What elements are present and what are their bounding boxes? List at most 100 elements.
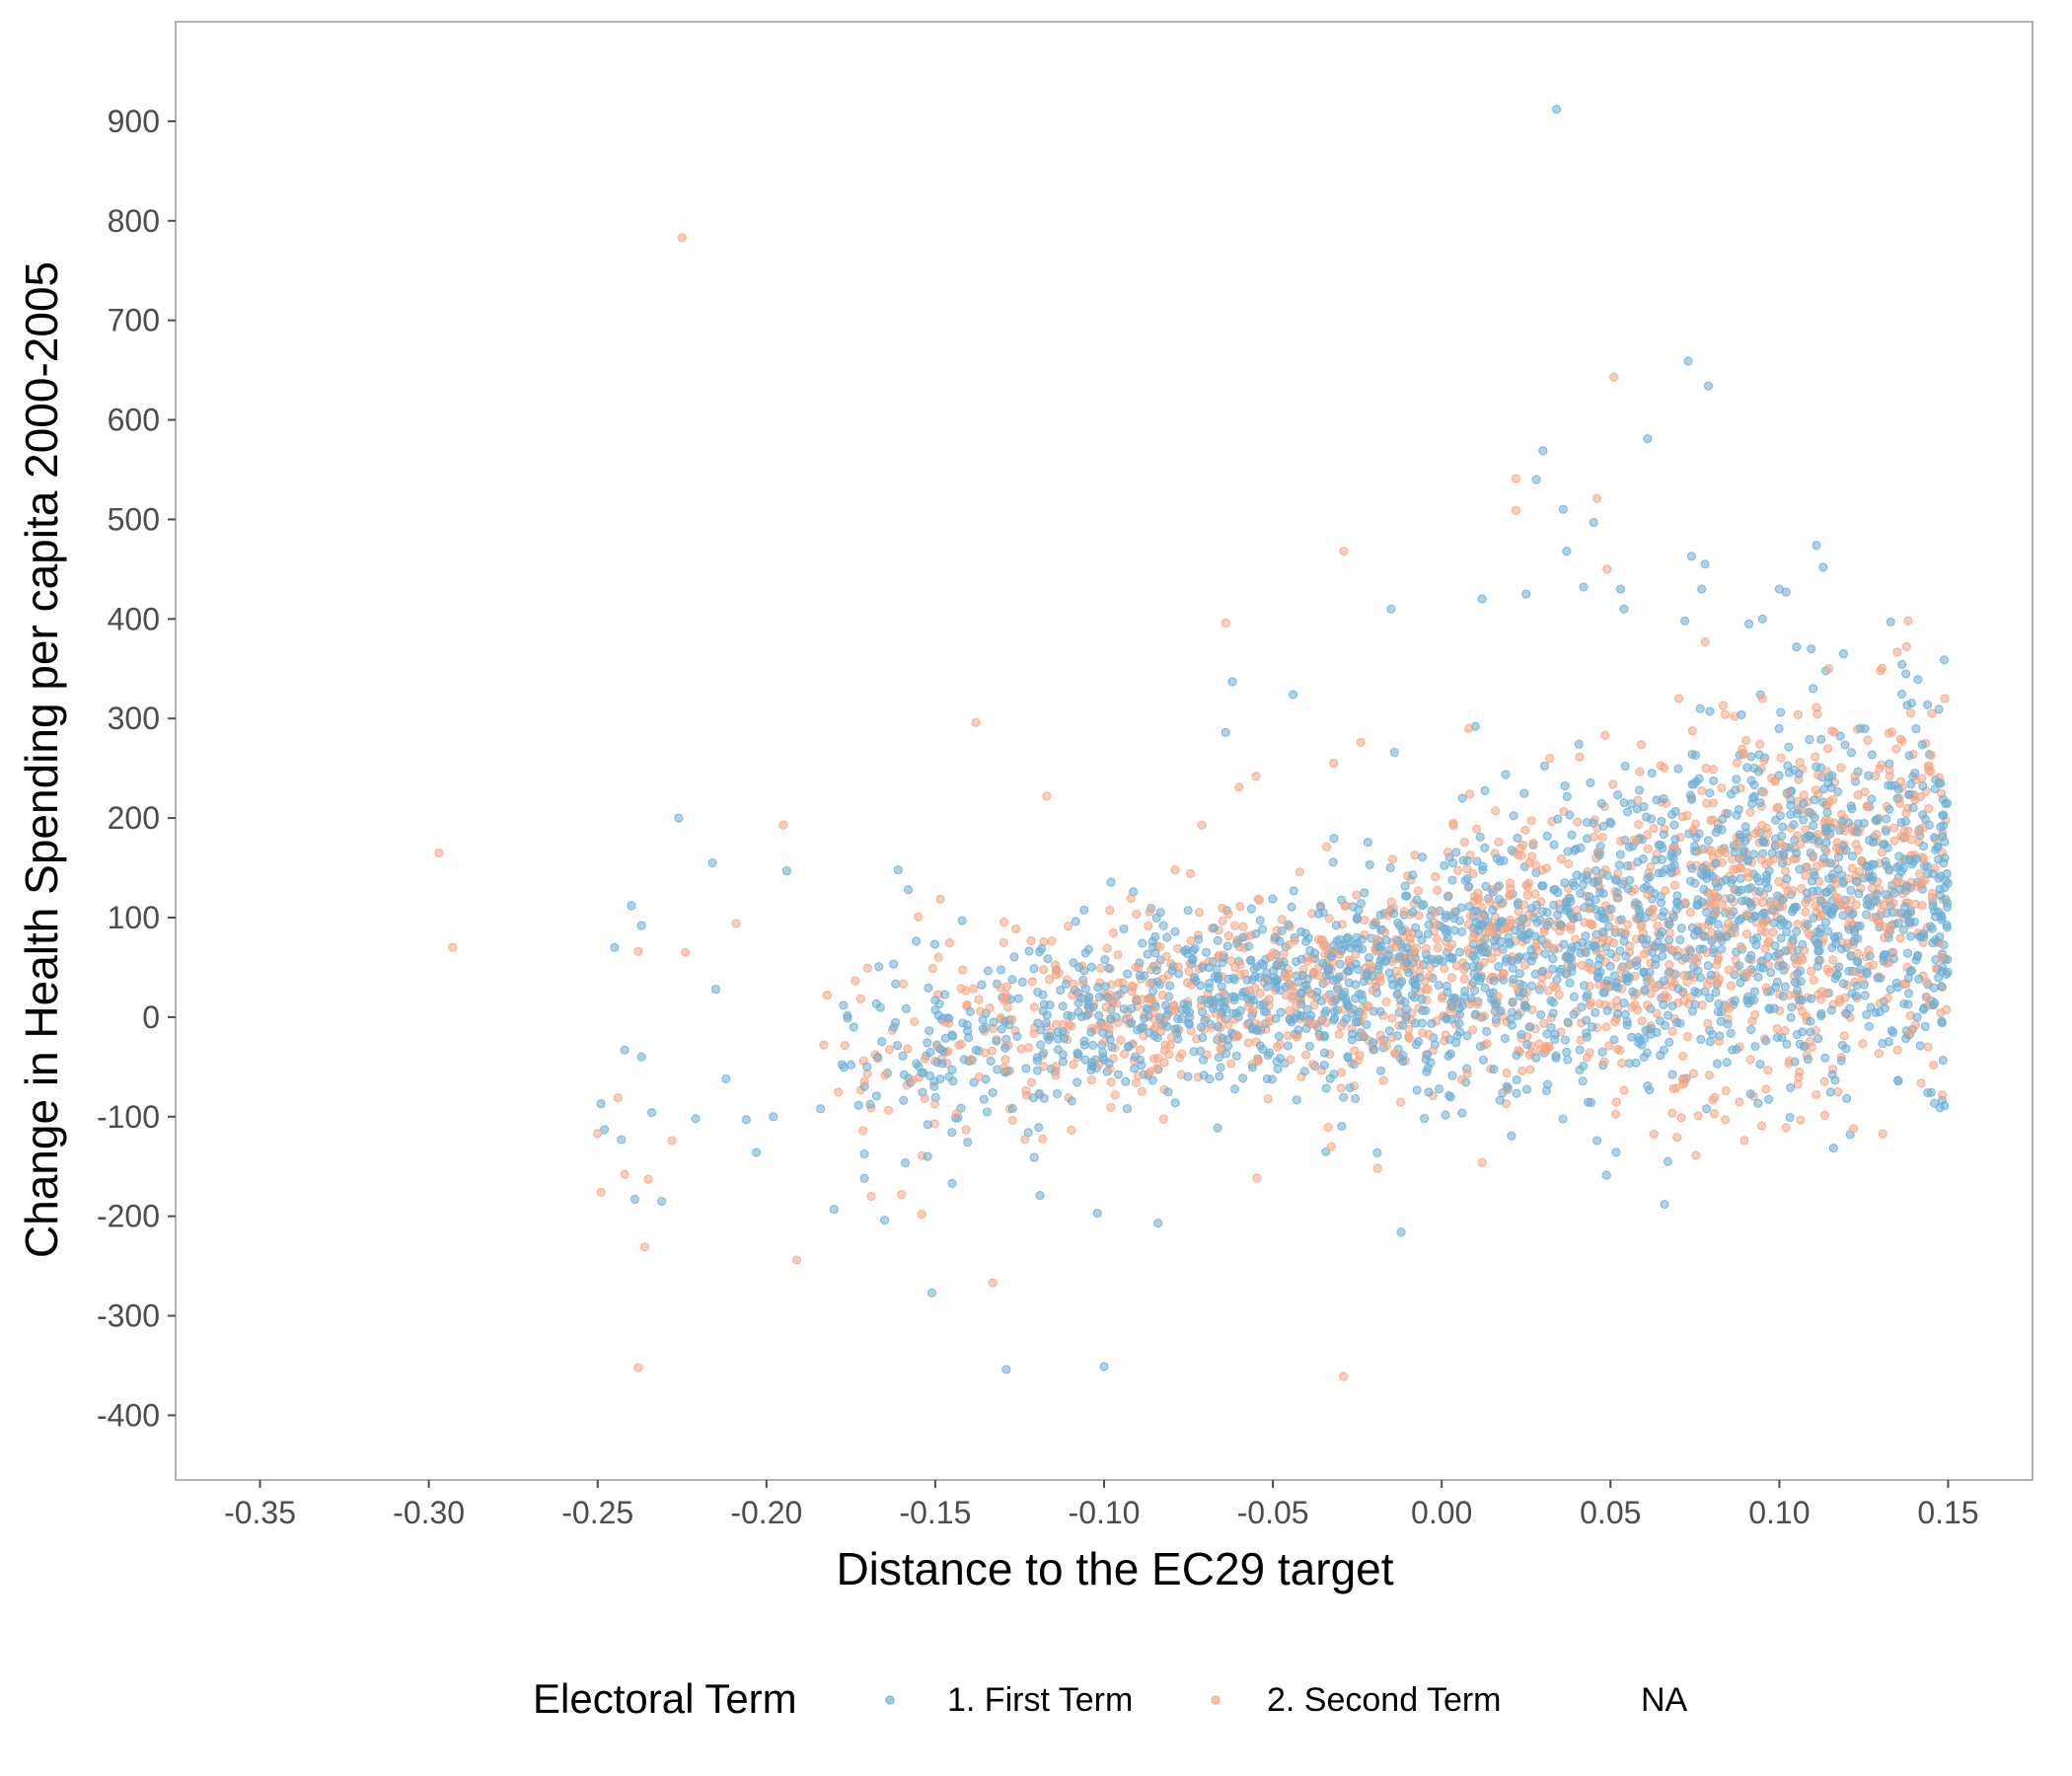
- point-first-term: [1252, 1025, 1262, 1036]
- point-second-term: [1161, 951, 1171, 961]
- point-first-term: [1423, 1063, 1433, 1073]
- point-second-term: [1682, 1031, 1692, 1042]
- point-first-term: [1852, 981, 1862, 991]
- point-second-term: [1691, 1150, 1701, 1160]
- point-second-term: [1687, 726, 1697, 736]
- point-first-term: [1526, 981, 1537, 991]
- point-first-term: [1098, 1048, 1108, 1058]
- point-first-term: [1276, 1007, 1286, 1017]
- point-second-term: [980, 1048, 990, 1058]
- point-second-term: [1604, 1041, 1614, 1051]
- point-second-term: [1906, 708, 1916, 718]
- point-first-term: [1522, 1040, 1532, 1050]
- point-second-term: [999, 937, 1008, 948]
- point-first-term: [1643, 434, 1653, 444]
- point-second-term: [1917, 774, 1927, 783]
- point-first-term: [1335, 934, 1345, 944]
- point-second-term: [1105, 906, 1115, 916]
- point-second-term: [681, 947, 691, 957]
- point-second-term: [1493, 947, 1503, 957]
- point-second-term: [927, 963, 937, 974]
- point-first-term: [1319, 1031, 1329, 1041]
- x-tick-label: -0.35: [224, 1495, 296, 1530]
- point-first-term: [1454, 947, 1464, 957]
- point-first-term: [1438, 956, 1447, 966]
- point-first-term: [982, 1107, 993, 1117]
- point-first-term: [1059, 1033, 1070, 1043]
- point-first-term: [1891, 862, 1902, 872]
- point-first-term: [1073, 1077, 1082, 1087]
- point-first-term: [948, 1076, 958, 1086]
- point-second-term: [1244, 986, 1254, 996]
- point-first-term: [1448, 858, 1458, 868]
- point-first-term: [1488, 905, 1498, 915]
- point-first-term: [1231, 1051, 1241, 1061]
- point-second-term: [1307, 1060, 1318, 1070]
- point-first-term: [957, 916, 967, 925]
- point-first-term: [1364, 953, 1374, 963]
- point-first-term: [1204, 963, 1214, 973]
- point-first-term: [893, 865, 903, 875]
- point-first-term: [617, 1135, 627, 1145]
- point-second-term: [1643, 844, 1653, 853]
- point-first-term: [1562, 791, 1572, 801]
- point-first-term: [1258, 960, 1269, 970]
- point-first-term: [1836, 944, 1847, 954]
- point-second-term: [1635, 767, 1645, 777]
- point-first-term: [1726, 1028, 1736, 1038]
- point-first-term: [1218, 1033, 1227, 1043]
- point-second-term: [1404, 1033, 1414, 1043]
- point-first-term: [1479, 941, 1490, 952]
- point-first-term: [1145, 1027, 1154, 1038]
- point-second-term: [862, 963, 872, 973]
- point-first-term: [1783, 920, 1793, 929]
- point-first-term: [1700, 559, 1710, 569]
- point-first-term: [1717, 944, 1727, 954]
- point-first-term: [1446, 1001, 1457, 1011]
- point-first-term: [1041, 1018, 1051, 1028]
- point-first-term: [1599, 988, 1609, 998]
- point-first-term: [1591, 1007, 1600, 1017]
- point-second-term: [1776, 753, 1786, 763]
- point-second-term: [1832, 838, 1842, 848]
- point-first-term: [1297, 970, 1307, 981]
- point-second-term: [1709, 889, 1719, 899]
- point-second-term: [1446, 973, 1456, 983]
- point-first-term: [1058, 1050, 1068, 1060]
- point-first-term: [1873, 815, 1883, 825]
- point-first-term: [1879, 840, 1888, 850]
- point-first-term: [1562, 1047, 1572, 1057]
- point-first-term: [1642, 812, 1652, 822]
- point-first-term: [1737, 709, 1746, 719]
- point-first-term: [1615, 584, 1626, 594]
- point-second-term: [1265, 952, 1275, 962]
- point-second-term: [1145, 907, 1154, 917]
- point-first-term: [1746, 902, 1756, 912]
- point-second-term: [1824, 796, 1834, 807]
- point-first-term: [1632, 960, 1642, 971]
- point-second-term: [1021, 1085, 1031, 1096]
- point-first-term: [1793, 968, 1803, 979]
- point-first-term: [1784, 742, 1794, 752]
- point-first-term: [1216, 1063, 1225, 1073]
- point-second-term: [855, 994, 865, 1003]
- point-first-term: [1659, 999, 1668, 1009]
- point-second-term: [1756, 854, 1766, 864]
- point-second-term: [1942, 1004, 1952, 1014]
- point-second-term: [1120, 1049, 1130, 1059]
- point-first-term: [1888, 954, 1898, 964]
- point-second-term: [1637, 1016, 1647, 1026]
- point-second-term: [1761, 1084, 1771, 1094]
- point-first-term: [1255, 916, 1265, 925]
- point-first-term: [1502, 1081, 1512, 1091]
- point-first-term: [1642, 1048, 1652, 1058]
- point-first-term: [1597, 909, 1607, 919]
- point-first-term: [1829, 904, 1839, 914]
- point-first-term: [1855, 964, 1865, 975]
- point-first-term: [1752, 933, 1762, 943]
- point-first-term: [1668, 912, 1678, 922]
- point-second-term: [840, 1040, 850, 1051]
- point-first-term: [1038, 1006, 1048, 1016]
- point-second-term: [1472, 894, 1482, 905]
- point-first-term: [889, 959, 899, 969]
